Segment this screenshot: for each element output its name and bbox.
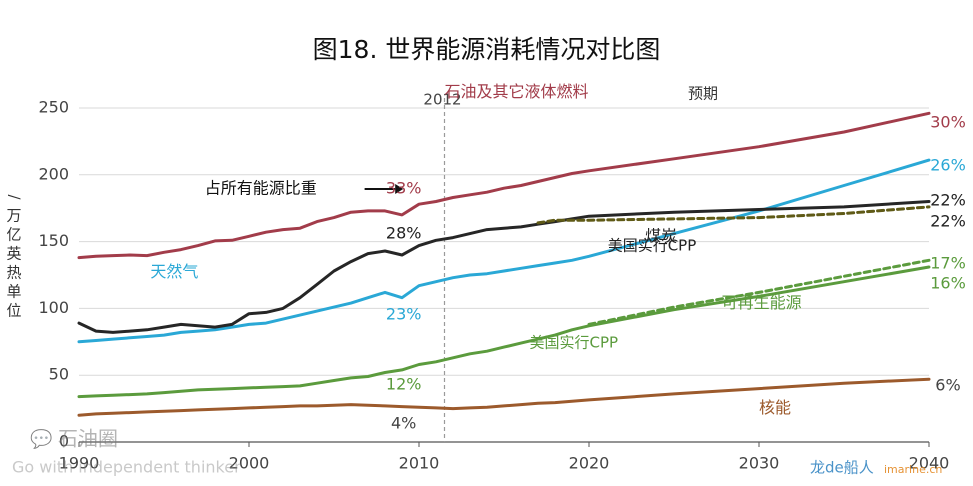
watermark-corner-logo: 龙de船人: [810, 459, 874, 477]
watermark-corner-url: imarine.cn: [884, 463, 942, 476]
y-tick-label-200: 200: [38, 164, 69, 183]
series-label-nuclear: 核能: [759, 398, 791, 417]
cpp-label-coal: 美国实行CPP: [608, 236, 697, 254]
x-tick-label-1990: 1990: [59, 454, 100, 473]
share-end-nuclear: 6%: [935, 376, 960, 395]
series-label-gas: 天然气: [150, 262, 198, 281]
share-end-gas: 26%: [930, 156, 966, 175]
share-annotation-label: 占所有能源比重: [205, 179, 317, 198]
projection-label: 预期: [688, 85, 718, 103]
share-start-coal: 28%: [386, 224, 422, 243]
cpp-line-可再生能源: [587, 258, 931, 326]
x-tick-label-2040: 2040: [909, 454, 950, 473]
y-tick-label-0: 0: [59, 432, 69, 451]
share-end-cpp-coal: 22%: [930, 212, 966, 231]
watermark-logo-icon: 💬: [30, 428, 52, 450]
share-end-coal: 22%: [930, 191, 966, 210]
y-tick-label-150: 150: [38, 231, 69, 250]
share-annotation-arrowhead: [395, 184, 404, 194]
x-tick-label-2000: 2000: [229, 454, 270, 473]
y-axis-label-char: 位: [6, 302, 21, 320]
series-label-coal: 煤炭: [645, 227, 677, 246]
share-start-nuclear: 4%: [391, 414, 416, 433]
y-tick-label-100: 100: [38, 298, 69, 317]
x-tick-label-2020: 2020: [569, 454, 610, 473]
series-line-核能: [77, 377, 931, 417]
projection-divider-label: 2012: [423, 91, 461, 109]
cpp-line-煤炭: [536, 205, 931, 225]
series-line-石油及其它液体燃料: [77, 111, 931, 260]
chart-title: 图18. 世界能源消耗情况对比图: [312, 35, 661, 64]
share-end-renewables: 16%: [930, 274, 966, 293]
x-tick-label-2030: 2030: [739, 454, 780, 473]
share-start-renewables: 12%: [386, 375, 422, 394]
share-end-cpp-renewables: 17%: [930, 254, 966, 273]
y-axis-label-char: 英: [6, 245, 21, 263]
y-axis-label-char: 热: [6, 264, 21, 282]
y-tick-label-250: 250: [38, 98, 69, 117]
series-label-oil: 石油及其它液体燃料: [445, 82, 589, 101]
y-axis-label-char: 万: [6, 207, 21, 225]
series-label-renewables: 可再生能源: [722, 293, 802, 312]
share-start-gas: 23%: [386, 305, 422, 324]
watermark-tagline: Go with independent thinker: [12, 458, 241, 477]
y-axis-label-char: 单: [6, 283, 21, 301]
cpp-label-renewables: 美国实行CPP: [530, 334, 619, 352]
series-line-煤炭: [77, 200, 931, 334]
y-axis-label-char: /: [6, 194, 24, 200]
watermark-logo-text: 石油圈: [58, 427, 118, 451]
x-tick-label-2010: 2010: [399, 454, 440, 473]
share-start-oil: 33%: [386, 179, 422, 198]
series-line-可再生能源: [77, 265, 931, 399]
y-tick-label-50: 50: [49, 365, 69, 384]
series-line-天然气: [77, 158, 931, 344]
y-axis-label-char: 亿: [6, 226, 21, 244]
share-end-oil: 30%: [930, 113, 966, 132]
